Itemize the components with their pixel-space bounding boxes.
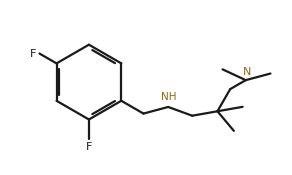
Text: NH: NH (161, 92, 177, 102)
Text: F: F (30, 48, 36, 59)
Text: F: F (86, 142, 92, 152)
Text: N: N (243, 67, 251, 77)
